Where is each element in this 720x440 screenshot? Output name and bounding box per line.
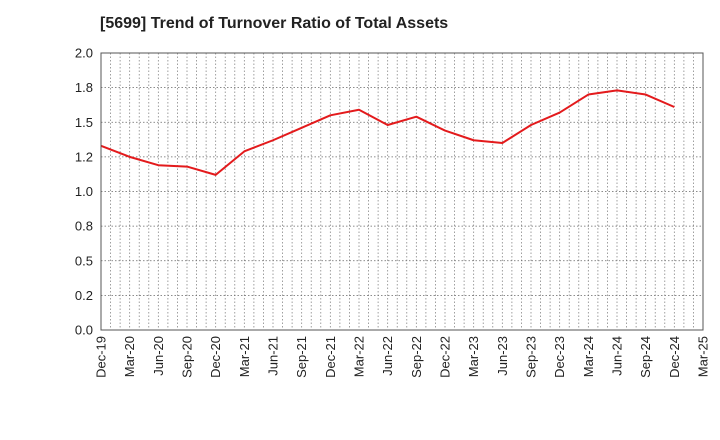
- y-tick-label: 0.2: [75, 288, 93, 303]
- y-tick-label: 1.0: [75, 184, 93, 199]
- x-tick-label: Sep-22: [409, 336, 424, 378]
- x-tick-label: Dec-21: [323, 336, 338, 378]
- y-tick-label: 0.5: [75, 253, 93, 268]
- x-tick-label: Mar-25: [696, 336, 711, 377]
- x-tick-label: Dec-23: [552, 336, 567, 378]
- plot-frame: [100, 52, 704, 331]
- x-tick-label: Dec-19: [94, 336, 109, 378]
- y-tick-label: 1.8: [75, 80, 93, 95]
- x-tick-label: Sep-21: [294, 336, 309, 378]
- y-tick-label: 2.0: [75, 46, 93, 61]
- x-tick-label: Jun-21: [266, 336, 281, 376]
- x-tick-label: Sep-24: [638, 336, 653, 378]
- x-tick-label: Jun-24: [610, 336, 625, 376]
- chart-title: [5699] Trend of Turnover Ratio of Total …: [100, 15, 449, 32]
- y-tick-label: 1.5: [75, 115, 93, 130]
- x-tick-label: Mar-23: [466, 336, 481, 377]
- grid-lines: [101, 53, 703, 330]
- x-tick-label: Dec-24: [667, 336, 682, 378]
- x-tick-label: Mar-24: [581, 336, 596, 377]
- x-tick-label: Jun-23: [495, 336, 510, 376]
- y-tick-label: 0.0: [75, 323, 93, 338]
- y-tick-label: 1.2: [75, 149, 93, 164]
- x-tick-label: Mar-22: [352, 336, 367, 377]
- axis-labels: 0.0 0.2 0.5 0.8 1.0 1.2 1.5 1.8 2.0 Dec-19 Mar-20 J…: [75, 46, 711, 378]
- y-tick-label: 0.8: [75, 219, 93, 234]
- x-tick-label: Sep-23: [524, 336, 539, 378]
- x-tick-label: Dec-20: [208, 336, 223, 378]
- x-tick-label: Jun-20: [151, 336, 166, 376]
- series-line: [100, 89, 675, 176]
- x-tick-label: Sep-20: [180, 336, 195, 378]
- x-tick-label: Jun-22: [380, 336, 395, 376]
- x-tick-label: Mar-20: [122, 336, 137, 377]
- x-tick-label: Mar-21: [237, 336, 252, 377]
- x-tick-label: Dec-22: [438, 336, 453, 378]
- series-layer: [100, 89, 675, 176]
